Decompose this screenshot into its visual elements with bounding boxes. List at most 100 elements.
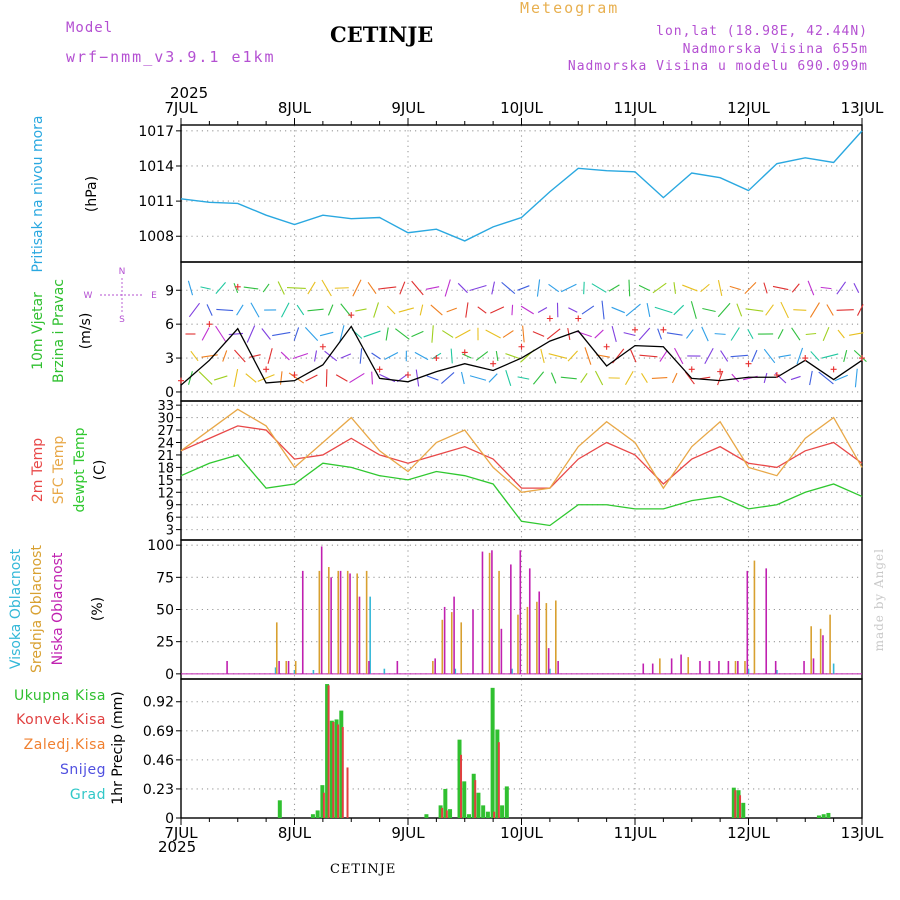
wind-arrow bbox=[790, 375, 801, 381]
gust-marker bbox=[263, 366, 270, 373]
footer-station: CETINJE bbox=[330, 862, 397, 877]
gust-marker bbox=[575, 315, 582, 322]
x-tick-label-top: 10JUL bbox=[500, 99, 543, 117]
gust-marker bbox=[291, 372, 298, 379]
wind-arrow bbox=[262, 283, 270, 293]
wind-arrow bbox=[836, 281, 847, 295]
wind-arrow bbox=[657, 328, 663, 340]
gust-marker bbox=[518, 343, 525, 350]
wind-arrow bbox=[826, 304, 834, 316]
wind-arrow bbox=[363, 330, 381, 338]
wind-arrow bbox=[809, 370, 813, 386]
precip-bar-conv bbox=[460, 754, 463, 818]
temperature-ytick-label: 33 bbox=[157, 399, 174, 414]
wind-arrow bbox=[236, 304, 244, 316]
wind-arrow bbox=[581, 305, 595, 315]
temperature-ytick-label: 27 bbox=[157, 424, 174, 439]
temperature-ytick-label: 15 bbox=[157, 474, 174, 489]
temperature-ytick-label: 3 bbox=[166, 524, 174, 539]
precip-bar-total bbox=[462, 781, 467, 818]
wind-arrow bbox=[791, 327, 801, 341]
wind-arrow bbox=[702, 307, 716, 313]
precip-bar-total bbox=[821, 814, 826, 818]
wind-arrow bbox=[628, 279, 631, 297]
model-label: Model bbox=[66, 20, 114, 36]
clouds-ytick-label: 0 bbox=[165, 667, 174, 683]
wind-arrow bbox=[419, 304, 424, 316]
wind-arrow bbox=[475, 351, 489, 361]
wind-arrow bbox=[520, 305, 534, 315]
wind-arrow bbox=[730, 327, 740, 341]
product-title: Meteogram bbox=[520, 0, 620, 17]
precip-bar-conv bbox=[337, 724, 340, 818]
gust-marker bbox=[348, 312, 355, 319]
wind-arrow bbox=[495, 350, 499, 362]
precip-bar-total bbox=[731, 787, 736, 818]
temp-ylabel-name3: dewpt Temp bbox=[72, 427, 88, 512]
wind-arrow bbox=[736, 303, 743, 317]
wind-arrow bbox=[371, 352, 381, 360]
wind-arrow bbox=[730, 354, 748, 358]
wind-arrow bbox=[319, 331, 334, 337]
x-tick-label-bottom: 12JUL bbox=[727, 824, 770, 842]
clouds-ytick-label: 25 bbox=[156, 635, 174, 651]
wind-arrow bbox=[684, 371, 695, 385]
wind-arrow bbox=[765, 304, 774, 316]
wind-panel: 0 3 6 9 bbox=[165, 261, 863, 402]
wind-arrow bbox=[853, 283, 860, 293]
wind-arrow bbox=[250, 302, 260, 318]
wind-arrow bbox=[505, 353, 520, 359]
wind-arrow bbox=[386, 305, 396, 315]
wind-arrow bbox=[818, 371, 834, 385]
wind-ylabel-name: 10m Vjetar bbox=[30, 292, 46, 370]
precipitation-ytick-label: 0.46 bbox=[143, 753, 174, 769]
wind-arrow bbox=[234, 349, 246, 363]
wind-arrow bbox=[321, 279, 332, 297]
precip-bar-total bbox=[816, 815, 821, 818]
wind-arrow bbox=[583, 281, 585, 295]
wind-arrow bbox=[550, 372, 557, 384]
wind-arrow bbox=[352, 279, 362, 297]
model-elevation: Nadmorska Visina u modelu 690.099m bbox=[567, 59, 868, 74]
precipitation-ytick-label: 0.23 bbox=[143, 782, 174, 798]
wind-arrow bbox=[731, 373, 740, 383]
x-tick-label-top: 11JUL bbox=[614, 99, 657, 117]
precip-bar-total bbox=[457, 739, 462, 818]
wind-arrow bbox=[807, 280, 815, 296]
wind-arrow bbox=[277, 281, 285, 295]
wind-arrow bbox=[286, 286, 306, 290]
wind-arrow bbox=[188, 371, 193, 385]
precipitation-ytick-label: 0 bbox=[165, 811, 174, 827]
precip-bar-conv bbox=[493, 811, 496, 818]
precip-legend-entry: Zaledj.Kisa bbox=[24, 737, 106, 753]
wind-arrow bbox=[836, 309, 854, 311]
wind-arrow bbox=[532, 331, 545, 337]
precip-bar-total bbox=[741, 802, 746, 818]
precip-bar-conv bbox=[327, 685, 330, 818]
precip-bar-conv bbox=[322, 792, 325, 818]
wind-arrow bbox=[201, 354, 218, 358]
wind-arrow bbox=[206, 304, 213, 316]
wind-arrow bbox=[853, 349, 867, 363]
precipitation-ytick-label: 0.69 bbox=[143, 724, 174, 740]
wind-arrow bbox=[280, 302, 290, 318]
wind-arrow bbox=[704, 348, 714, 364]
wind-arrow bbox=[674, 347, 684, 365]
precip-bar-conv bbox=[346, 767, 349, 818]
wind-arrow bbox=[313, 350, 318, 362]
wind-arrow bbox=[339, 325, 345, 343]
gust-marker bbox=[802, 355, 809, 362]
precip-bar-conv bbox=[497, 742, 500, 818]
precip-bar-conv bbox=[445, 810, 448, 818]
wind-arrow bbox=[272, 331, 291, 337]
wind-arrow bbox=[280, 351, 290, 361]
wind-arrow bbox=[751, 349, 758, 363]
wind-arrow bbox=[200, 286, 211, 290]
precip-bar-total bbox=[315, 810, 320, 818]
wind-arrow bbox=[717, 302, 731, 318]
temp2m-line bbox=[180, 425, 863, 489]
wind-arrow bbox=[717, 370, 724, 386]
wind-arrow bbox=[763, 372, 768, 384]
sfc_temp-line bbox=[180, 408, 863, 493]
